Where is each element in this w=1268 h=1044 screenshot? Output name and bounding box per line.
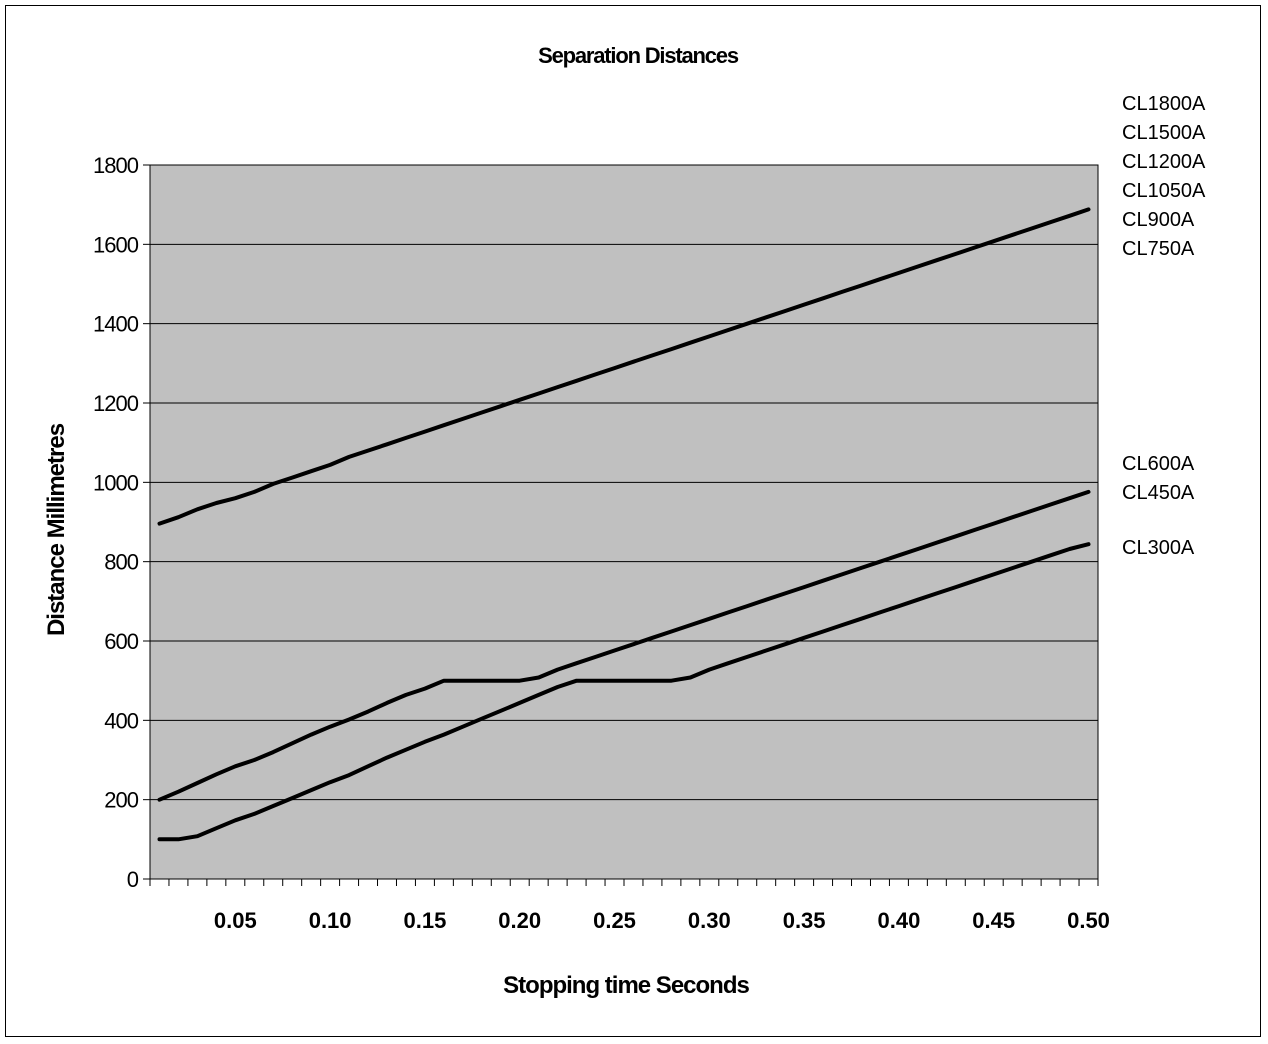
legend-entry: CL300A <box>1122 537 1195 559</box>
chart-title: Separation Distances <box>538 43 739 68</box>
series-lines <box>157 207 1091 842</box>
legend-entry: CL1500A <box>1122 122 1206 144</box>
x-tick-label: 0.35 <box>783 908 826 933</box>
legend-entry: CL1200A <box>1122 151 1206 173</box>
x-axis-title: Stopping time Seconds <box>503 972 749 999</box>
plot-area <box>149 164 1099 880</box>
x-tick-label: 0.50 <box>1067 908 1110 933</box>
series-line-3 <box>157 542 1091 842</box>
x-tick-label: 0.20 <box>498 908 541 933</box>
x-tick-label: 0.30 <box>688 908 731 933</box>
legend-entry: CL900A <box>1122 209 1195 231</box>
y-tick-label: 400 <box>104 708 138 733</box>
x-tick-label: 0.10 <box>309 908 352 933</box>
y-tick-label: 200 <box>104 788 138 813</box>
y-tick-label: 0 <box>127 867 139 892</box>
legend-entry: CL600A <box>1122 453 1195 475</box>
y-tick-label: 1200 <box>93 391 139 416</box>
x-tick-label: 0.45 <box>972 908 1015 933</box>
y-tick-label: 1000 <box>93 470 139 495</box>
gridlines <box>150 164 1098 801</box>
x-tick-label: 0.25 <box>593 908 636 933</box>
legend-entry: CL1050A <box>1122 180 1206 202</box>
series-line-1 <box>157 207 1091 526</box>
y-axis-title: Distance Millimetres <box>43 423 70 636</box>
y-tick-label: 1600 <box>93 232 139 257</box>
legend: CL1800A CL1500A CL1200A CL1050A CL900A CL750A… <box>1122 93 1206 559</box>
y-tick-label: 1400 <box>93 312 139 337</box>
x-tick-label: 0.15 <box>404 908 447 933</box>
legend-entry: CL750A <box>1122 238 1195 260</box>
y-tick-label: 1800 <box>93 153 139 178</box>
axes: 0 200 400 600 800 1000 1200 1400 1600 1800 0.05 0.1… <box>93 153 1110 933</box>
x-tick-label: 0.40 <box>878 908 921 933</box>
x-tick-label: 0.05 <box>214 908 257 933</box>
y-tick-label: 800 <box>104 550 138 575</box>
legend-entry: CL1800A <box>1122 93 1206 115</box>
y-tick-label: 600 <box>104 629 138 654</box>
legend-entry: CL450A <box>1122 482 1195 504</box>
series-line-2 <box>157 489 1091 802</box>
